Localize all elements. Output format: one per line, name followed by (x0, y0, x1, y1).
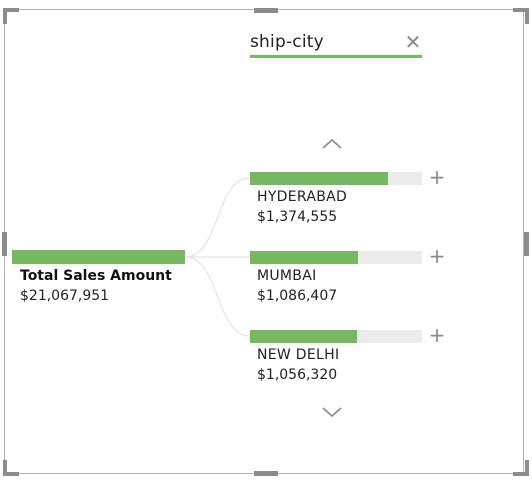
resize-handle-bottom-left[interactable] (3, 472, 19, 476)
tree-node-hyderabad[interactable]: + HYDERABAD $1,374,555 (250, 167, 450, 232)
resize-handle-left[interactable] (2, 232, 7, 256)
node-bar-track[interactable] (250, 330, 422, 343)
resize-handle-bottom-right-vertical[interactable] (525, 460, 529, 476)
root-bar[interactable] (12, 250, 185, 264)
tree-node-new-delhi[interactable]: + NEW DELHI $1,056,320 (250, 325, 450, 390)
root-value: $21,067,951 (20, 288, 110, 304)
tree-node-mumbai[interactable]: + MUMBAI $1,086,407 (250, 246, 450, 311)
node-bar-fill (250, 251, 359, 264)
resize-handle-bottom-left-vertical[interactable] (3, 460, 7, 476)
resize-handle-bottom-right[interactable] (513, 472, 529, 476)
resize-handle-right[interactable] (524, 232, 529, 256)
resize-handle-top-left[interactable] (3, 8, 19, 12)
plus-icon[interactable]: + (428, 323, 446, 347)
resize-handle-top[interactable] (254, 8, 278, 13)
chevron-down-icon[interactable] (320, 404, 344, 420)
node-label: NEW DELHI (257, 347, 340, 363)
node-bar-fill (250, 172, 388, 185)
resize-handle-top-right[interactable] (513, 8, 529, 12)
node-bar-track[interactable] (250, 251, 422, 264)
plus-icon[interactable]: + (428, 244, 446, 268)
resize-handle-top-left-vertical[interactable] (3, 8, 7, 24)
chevron-up-icon[interactable] (320, 136, 344, 152)
connector-hyderabad (184, 177, 251, 258)
plus-icon[interactable]: + (428, 165, 446, 189)
node-value: $1,374,555 (257, 209, 338, 225)
resize-handle-top-right-vertical[interactable] (525, 8, 529, 24)
level-field-label: ship-city (250, 32, 324, 52)
node-value: $1,086,407 (257, 288, 338, 304)
close-icon[interactable]: ✕ (404, 30, 422, 54)
connector-new-delhi (184, 256, 251, 337)
node-label: HYDERABAD (257, 189, 348, 205)
node-bar-track[interactable] (250, 172, 422, 185)
node-label: MUMBAI (257, 268, 317, 284)
root-title: Total Sales Amount (20, 268, 172, 284)
node-bar-fill (250, 330, 357, 343)
node-value: $1,056,320 (257, 367, 338, 383)
resize-handle-bottom[interactable] (254, 471, 278, 476)
level-header[interactable]: ship-city ✕ (250, 32, 422, 58)
